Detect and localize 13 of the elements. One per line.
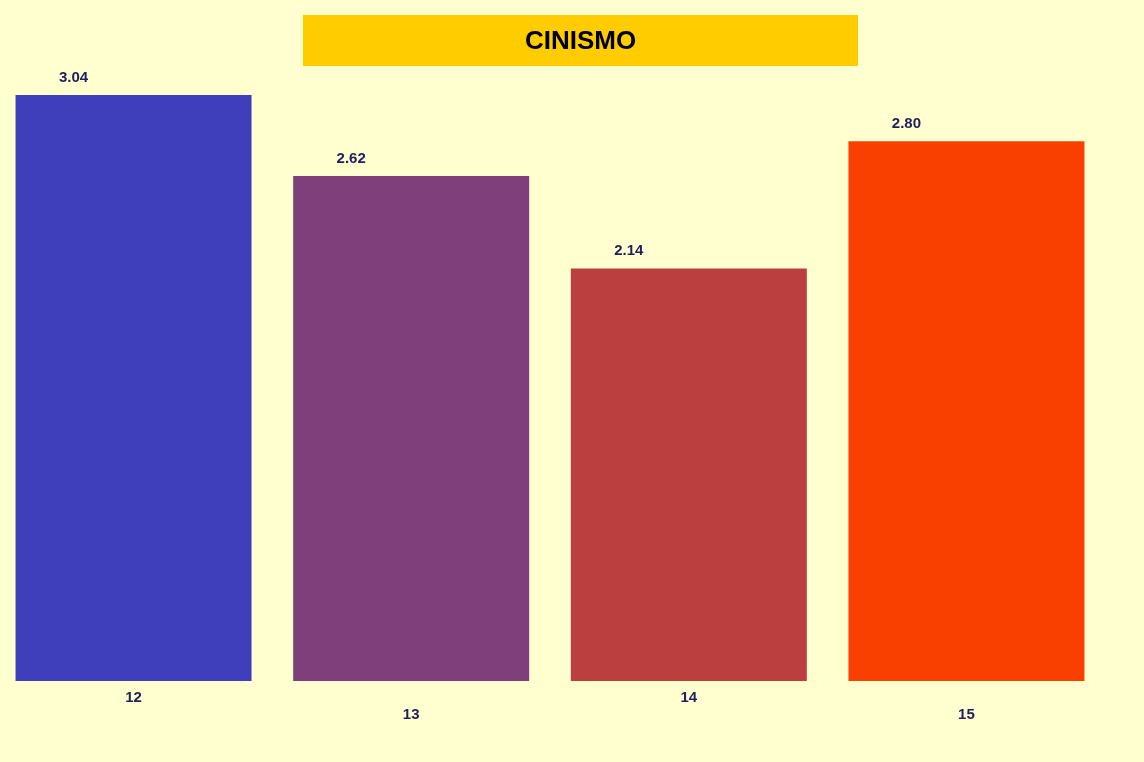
x-tick-label: 14 <box>680 687 698 705</box>
chart-title: CINISMO <box>303 15 858 66</box>
bar <box>848 141 1085 681</box>
bar <box>570 268 807 681</box>
x-tick-label: 13 <box>402 704 420 722</box>
bar <box>293 175 530 681</box>
data-label: 2.14 <box>614 241 645 259</box>
data-label: 3.04 <box>58 68 89 85</box>
data-label: 2.80 <box>891 114 922 132</box>
bar <box>15 95 252 681</box>
x-tick-label: 12 <box>125 687 142 705</box>
x-tick-label: 15 <box>958 704 975 722</box>
data-label: 2.62 <box>336 148 366 166</box>
